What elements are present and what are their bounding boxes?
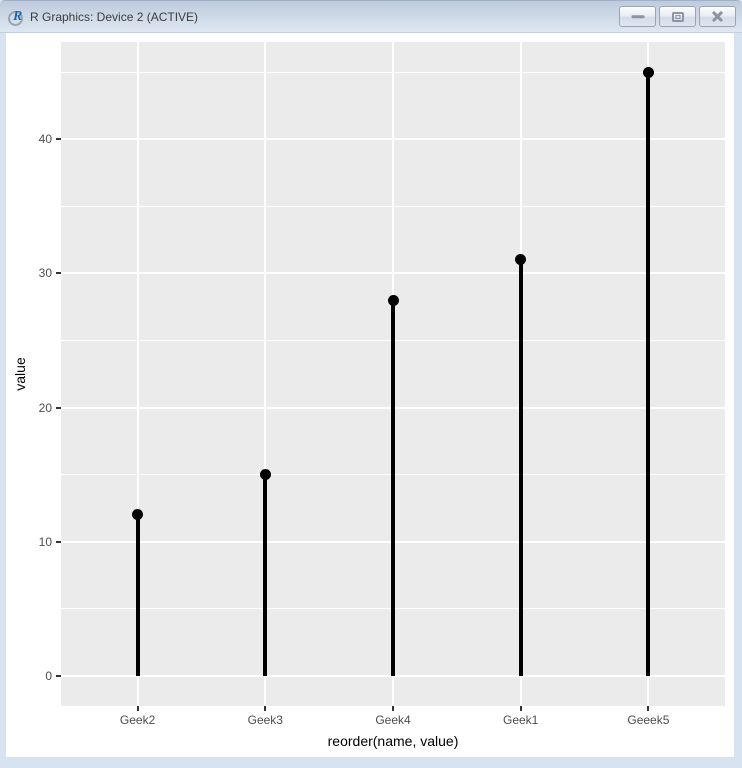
minimize-icon [631, 14, 644, 19]
x-tick-label: Geek3 [247, 713, 283, 727]
y-tick-mark [56, 272, 61, 275]
gridline-major [264, 42, 267, 706]
y-tick-label: 10 [38, 534, 52, 549]
lollipop-stem [135, 514, 140, 676]
lollipop-stem [646, 72, 651, 676]
x-axis-title: reorder(name, value) [327, 733, 459, 749]
y-tick-mark [56, 674, 61, 677]
maximize-icon [671, 11, 684, 22]
x-tick-mark [647, 706, 650, 711]
close-button[interactable] [699, 6, 736, 27]
x-tick-mark [392, 706, 394, 711]
window-titlebar[interactable]: R R Graphics: Device 2 (ACTIVE) [0, 0, 742, 33]
window-title: R Graphics: Device 2 (ACTIVE) [30, 10, 199, 24]
x-tick-label: Geeek5 [627, 713, 670, 727]
x-tick-label: Geek2 [119, 713, 156, 727]
lollipop-point [515, 254, 527, 266]
lollipop-stem [263, 474, 268, 676]
y-tick-mark [56, 406, 61, 409]
y-axis-title: value [12, 357, 28, 391]
y-tick-label: 0 [45, 668, 52, 683]
y-tick-mark [56, 540, 61, 543]
lollipop-point [259, 469, 271, 481]
minimize-button[interactable] [619, 6, 656, 27]
r-logo-ring [8, 11, 23, 26]
lollipop-point [642, 66, 654, 78]
x-tick-label: Geek1 [503, 713, 539, 727]
x-tick-mark [136, 706, 139, 711]
y-tick-label: 40 [38, 132, 52, 147]
lollipop-stem [391, 300, 395, 676]
lollipop-point [387, 294, 399, 306]
y-tick-label: 30 [38, 266, 52, 281]
x-tick-mark [264, 706, 267, 711]
gridline-major [136, 42, 139, 706]
r-logo-icon: R [8, 9, 25, 26]
lollipop-stem [518, 259, 523, 676]
y-tick-label: 20 [38, 400, 52, 415]
lollipop-point [132, 509, 144, 521]
r-logo-letter: R [13, 9, 23, 24]
x-tick-mark [519, 706, 522, 711]
chart-panel [61, 42, 725, 706]
window-buttons [619, 6, 736, 27]
y-tick-mark [56, 138, 61, 141]
maximize-button[interactable] [659, 6, 696, 27]
x-tick-label: Geek4 [375, 713, 411, 727]
plot-canvas: value reorder(name, value) 0 10 20 30 40 Geek… [6, 33, 734, 757]
